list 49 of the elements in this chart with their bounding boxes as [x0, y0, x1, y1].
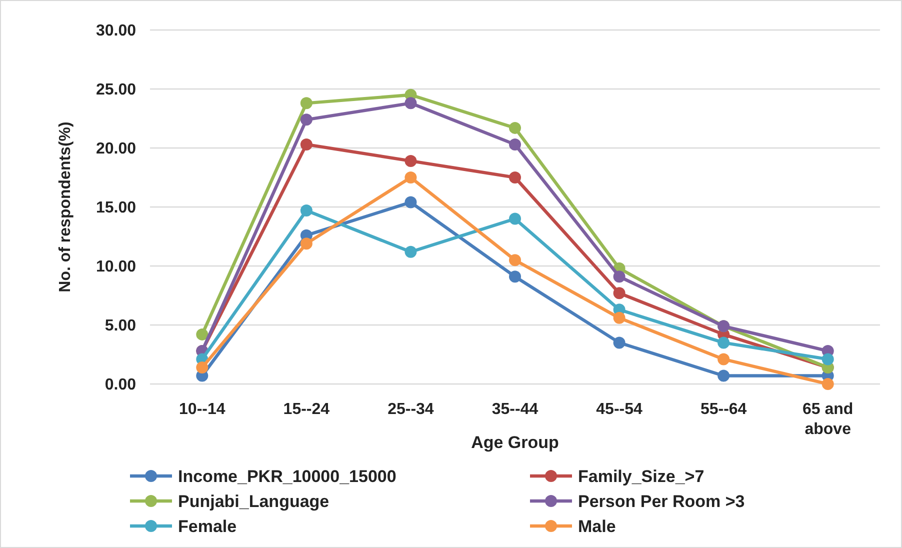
x-axis-title: Age Group — [471, 433, 559, 452]
point — [196, 361, 208, 374]
point — [509, 212, 521, 225]
legend-label: Male — [578, 516, 616, 536]
legend-label: Person Per Room >3 — [578, 492, 745, 511]
legend-label: Female — [178, 516, 237, 536]
y-tick-label: 15.00 — [96, 200, 136, 217]
point — [613, 287, 626, 300]
point — [613, 312, 626, 324]
point — [404, 246, 417, 258]
point — [509, 270, 521, 283]
y-tick-label: 25.00 — [96, 82, 136, 99]
point — [196, 328, 208, 340]
point — [404, 196, 417, 208]
x-tick-label: 15--24 — [283, 401, 330, 418]
y-tick-label: 30.00 — [96, 22, 136, 40]
y-axis-title: No. of respondents(%) — [57, 122, 74, 292]
point — [509, 122, 521, 134]
x-tick-label: 55--64 — [700, 401, 747, 418]
legend-label: Income_PKR_10000_15000 — [178, 466, 396, 486]
point — [509, 172, 521, 184]
y-tick-label: 10.00 — [96, 258, 136, 276]
point — [509, 254, 521, 266]
point — [300, 138, 312, 150]
point — [718, 336, 730, 349]
y-tick-label: 5.00 — [104, 318, 136, 335]
x-tick-label: 65 and above — [802, 401, 854, 438]
point — [404, 172, 417, 184]
point — [300, 238, 312, 250]
y-tick-label: 0.00 — [104, 376, 136, 394]
legend-label: Punjabi_Language — [178, 492, 330, 511]
point — [300, 114, 312, 126]
legend-label: Family_Size_>7 — [578, 466, 704, 486]
point — [404, 154, 417, 167]
point — [404, 97, 417, 110]
point — [613, 270, 626, 283]
point — [822, 353, 834, 366]
x-tick-label: 45--54 — [596, 401, 643, 418]
point — [613, 336, 626, 349]
point — [718, 370, 730, 382]
x-tick-label: 25--34 — [388, 401, 434, 418]
point — [300, 204, 312, 217]
y-tick-label: 20.00 — [96, 140, 136, 158]
x-tick-label: 10--14 — [179, 401, 226, 418]
point — [300, 97, 312, 110]
point — [718, 353, 730, 366]
point — [509, 138, 521, 150]
x-tick-label: 35--44 — [492, 401, 538, 418]
point — [822, 378, 834, 390]
